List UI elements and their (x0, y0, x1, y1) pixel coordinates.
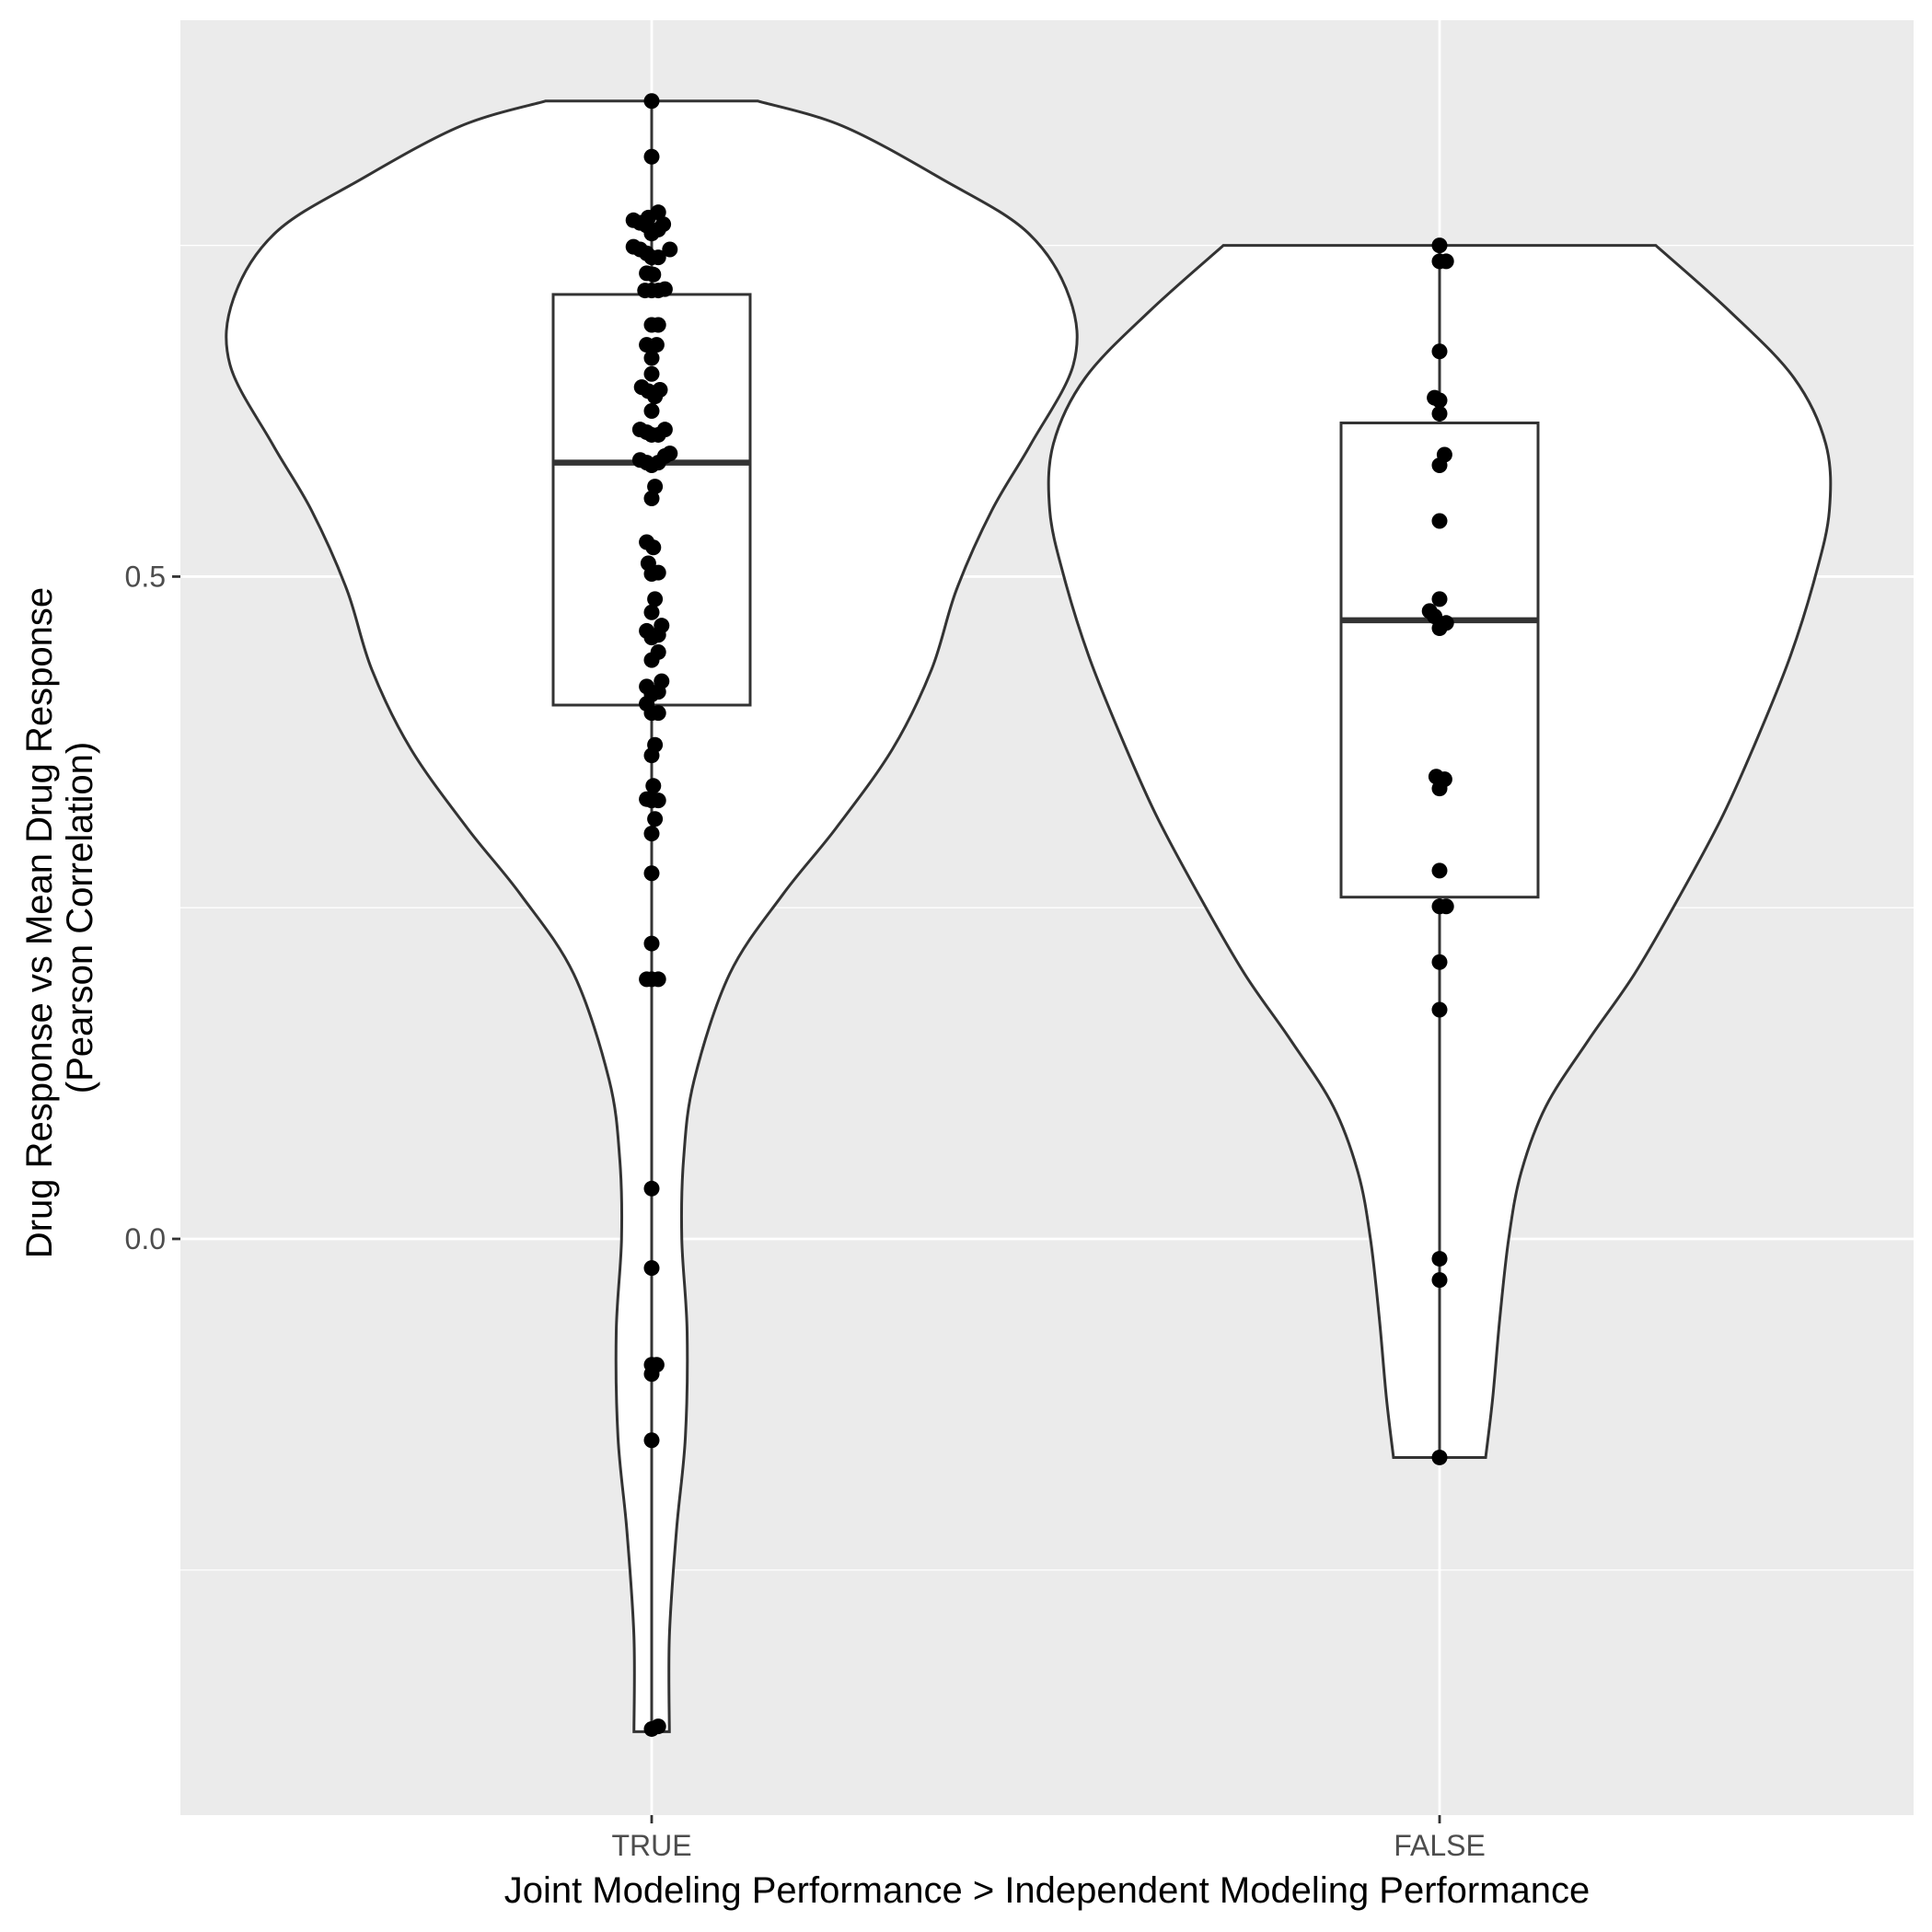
box-false (1339, 421, 1540, 899)
data-point (1431, 1449, 1448, 1465)
data-point (1431, 237, 1448, 254)
y-axis-title-line-2: (Pearson Correlation) (60, 742, 100, 1093)
data-point (1431, 620, 1448, 637)
data-point (643, 1180, 660, 1197)
data-point (643, 865, 660, 882)
data-point (647, 811, 664, 827)
data-point (1431, 591, 1448, 607)
data-point (643, 249, 660, 266)
violin-false (1047, 244, 1833, 1459)
data-point (1431, 253, 1448, 270)
data-point (1431, 1272, 1448, 1289)
data-point (643, 226, 660, 242)
data-point (650, 971, 666, 988)
data-point (1431, 392, 1448, 409)
axes: 0.0 0.5 TRUE FALSE (125, 560, 1486, 1862)
data-point (1431, 343, 1448, 360)
data-point (645, 266, 662, 283)
data-point (662, 445, 678, 462)
data-point (643, 1432, 660, 1449)
data-point (643, 747, 660, 764)
data-point (643, 403, 660, 420)
data-point (1431, 1001, 1448, 1018)
data-point (643, 826, 660, 842)
x-axis-title: Joint Modeling Performance > Independent… (504, 1870, 1591, 1911)
data-point (1431, 954, 1448, 970)
data-point (1431, 405, 1448, 422)
data-point (647, 591, 664, 607)
data-point (643, 935, 660, 952)
data-point (645, 539, 662, 556)
data-point (647, 388, 664, 405)
y-axis-title: Drug Response vs Mean Drug Response (Pea… (19, 577, 100, 1258)
x-tick-label: TRUE (611, 1829, 691, 1862)
data-point (650, 627, 666, 643)
data-point (650, 792, 666, 809)
data-point (645, 778, 662, 794)
data-point (1431, 1251, 1448, 1267)
y-tick-label: 0.0 (125, 1222, 166, 1255)
data-point (1438, 898, 1454, 915)
data-point (1431, 781, 1448, 797)
data-point (643, 148, 660, 165)
data-point (647, 479, 664, 495)
data-point (643, 93, 660, 110)
x-tick-label: FALSE (1394, 1829, 1486, 1862)
data-point (643, 491, 660, 507)
data-point (656, 281, 673, 297)
data-points (625, 93, 1454, 1737)
data-point (650, 564, 666, 581)
y-axis-title-line-1: Drug Response vs Mean Drug Response (19, 587, 60, 1258)
data-point (650, 1718, 666, 1735)
data-point (643, 1366, 660, 1382)
data-point (1427, 608, 1443, 625)
data-point (643, 652, 660, 668)
data-point (662, 241, 678, 258)
data-point (656, 422, 673, 438)
data-point (650, 705, 666, 722)
y-tick-label: 0.5 (125, 560, 166, 593)
data-point (1431, 513, 1448, 529)
data-point (643, 1260, 660, 1277)
data-point (643, 365, 660, 382)
data-point (648, 337, 665, 353)
data-point (643, 604, 660, 620)
data-point (643, 317, 660, 333)
data-point (1431, 862, 1448, 879)
data-point (1431, 457, 1448, 474)
data-point (650, 684, 666, 700)
data-point (643, 350, 660, 366)
data-point (650, 455, 666, 471)
